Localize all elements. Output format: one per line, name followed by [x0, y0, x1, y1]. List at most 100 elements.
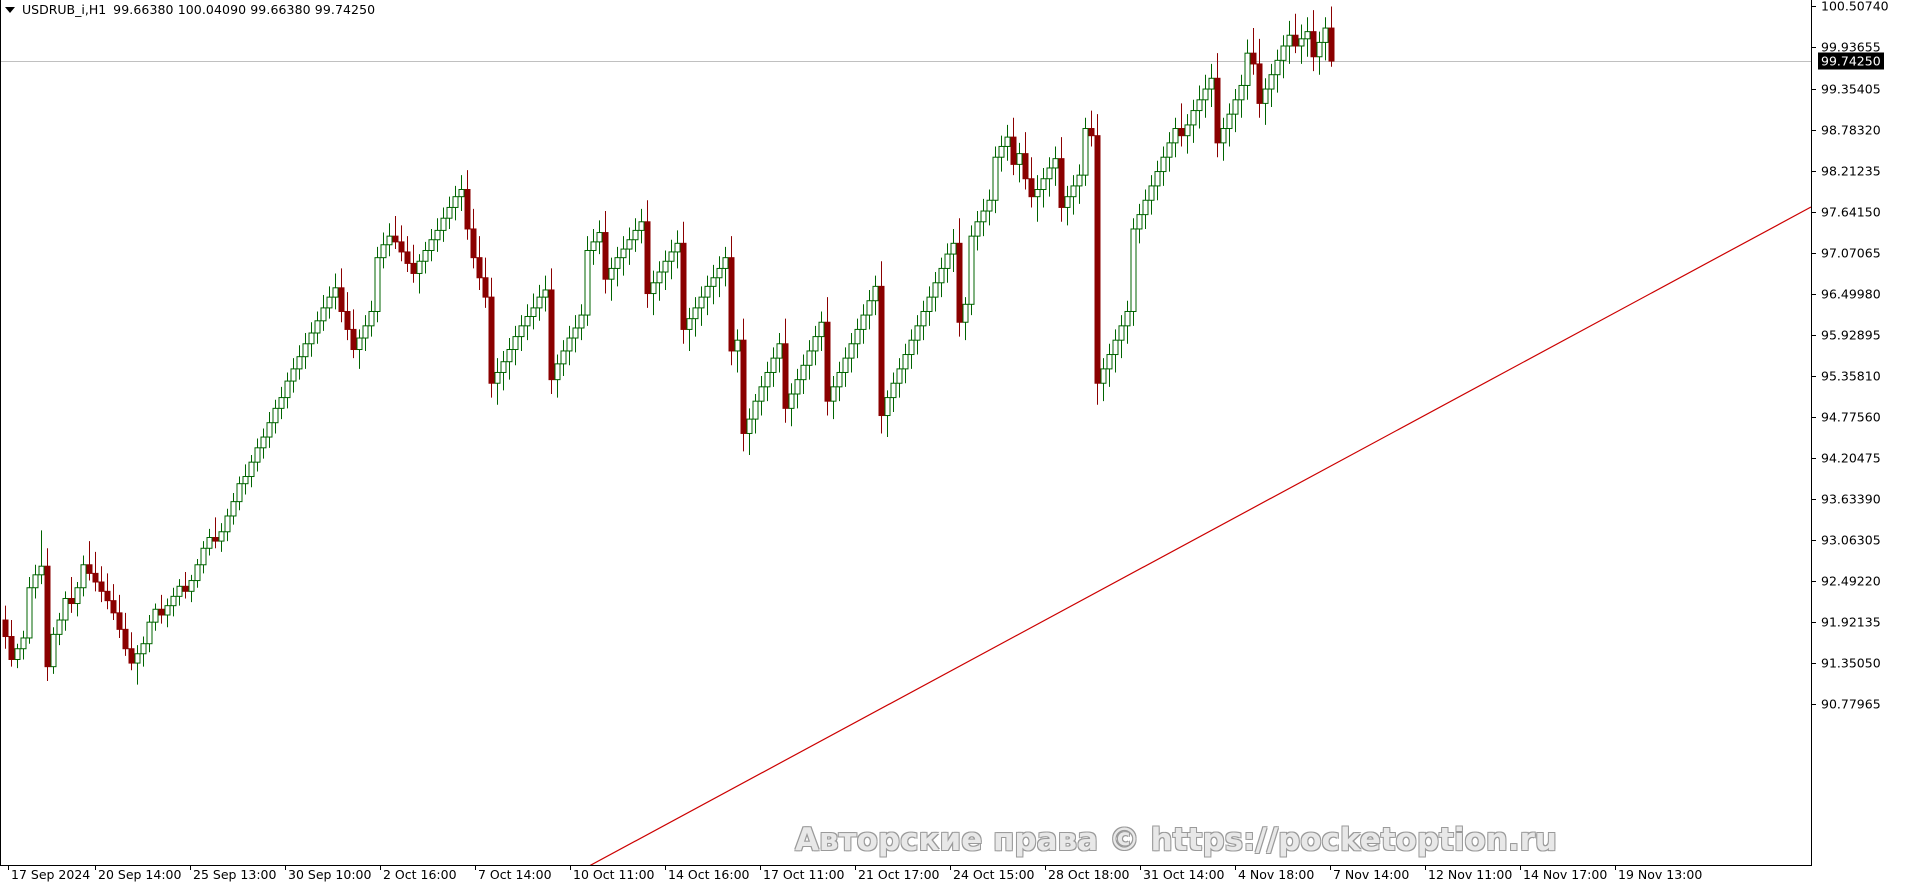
- candle-body: [368, 310, 375, 327]
- candle-body: [548, 289, 555, 381]
- candle-body: [680, 242, 687, 330]
- candle-body: [1142, 199, 1149, 216]
- candle-body: [716, 267, 723, 279]
- price-tick-label: 98.78320: [1821, 122, 1881, 138]
- candle-body: [326, 296, 333, 309]
- candle-body: [1052, 158, 1059, 169]
- price-tick: [1812, 704, 1816, 705]
- candle-body: [410, 262, 417, 274]
- candle-body: [842, 357, 849, 373]
- candle-body: [692, 307, 699, 320]
- candle-body: [944, 253, 951, 269]
- candle-body: [620, 248, 627, 259]
- candle-body: [734, 339, 741, 352]
- candle-body: [1058, 158, 1065, 208]
- candle-body: [1034, 189, 1041, 198]
- candle-body: [686, 318, 693, 330]
- candle-body: [602, 232, 609, 280]
- candle-body: [146, 621, 153, 645]
- candle-body: [1292, 34, 1299, 47]
- candle-body: [1316, 41, 1323, 58]
- candle-body: [206, 537, 213, 549]
- candle-body: [908, 339, 915, 356]
- candle-body: [626, 239, 633, 250]
- axis-left-border: [0, 0, 1, 866]
- time-tick-label: 24 Oct 15:00: [953, 867, 1035, 882]
- candle-body: [578, 314, 585, 329]
- candle-body: [662, 260, 669, 273]
- candle-body: [470, 228, 477, 259]
- candle-body: [452, 196, 459, 208]
- candle-body: [116, 612, 123, 630]
- time-tick-label: 10 Oct 11:00: [573, 867, 655, 882]
- time-tick-label: 19 Nov 13:00: [1618, 867, 1703, 882]
- price-tick-label: 90.77965: [1821, 696, 1881, 712]
- time-tick: [475, 866, 476, 870]
- candle-body: [350, 328, 357, 351]
- price-tick-label: 96.49980: [1821, 286, 1881, 302]
- candle-body: [134, 653, 141, 664]
- candle-body: [614, 257, 621, 269]
- candle-body: [200, 547, 207, 566]
- candle-body: [458, 189, 465, 198]
- candle-body: [32, 574, 39, 589]
- price-tick-label: 93.06305: [1821, 532, 1881, 548]
- candle-body: [308, 332, 315, 345]
- candle-body: [980, 210, 987, 223]
- candle-body: [896, 368, 903, 384]
- candle-body: [1016, 153, 1023, 165]
- price-tick-label: 92.49220: [1821, 573, 1881, 589]
- price-tick-label: 93.63390: [1821, 491, 1881, 507]
- candle-body: [1262, 88, 1269, 104]
- ascending-trendline[interactable]: [578, 206, 1812, 866]
- candle-body: [86, 564, 93, 574]
- candle-body: [752, 400, 759, 420]
- candle-body: [152, 608, 159, 623]
- candle-body: [140, 643, 147, 655]
- price-tick: [1812, 458, 1816, 459]
- candle-body: [1298, 38, 1305, 47]
- candle-body: [758, 386, 765, 402]
- candle-body: [1040, 178, 1047, 191]
- axis-right-border: [1811, 0, 1812, 866]
- candle-body: [446, 206, 453, 219]
- candle-body: [158, 608, 165, 616]
- candle-body: [710, 277, 717, 287]
- candle-body: [68, 597, 75, 605]
- candle-body: [1154, 171, 1161, 187]
- price-tick: [1812, 171, 1816, 172]
- candle-body: [1160, 156, 1167, 173]
- candle-body: [1064, 196, 1071, 208]
- candle-body: [998, 145, 1005, 158]
- candle-body: [434, 229, 441, 241]
- candle-body: [170, 595, 177, 607]
- chart-plot-area[interactable]: [0, 0, 1812, 866]
- candle-body: [338, 287, 345, 312]
- candle-body: [1238, 84, 1245, 101]
- candle-body: [1286, 34, 1293, 47]
- triangle-down-icon[interactable]: [5, 6, 15, 13]
- time-scale[interactable]: 17 Sep 2024 20 Sep 14:00 25 Sep 13:00 30 Se…: [0, 866, 1812, 884]
- candle-body: [344, 310, 351, 330]
- candle-body: [1088, 128, 1095, 137]
- time-tick: [1615, 866, 1616, 870]
- candle-body: [1082, 128, 1089, 176]
- candle-body: [56, 619, 63, 635]
- price-scale[interactable]: 100.50740 99.93655 99.35405 98.78320 98.2123…: [1812, 0, 1916, 884]
- candle-body: [806, 350, 813, 366]
- time-tick: [950, 866, 951, 870]
- candle-body: [476, 257, 483, 279]
- candle-body: [800, 364, 807, 381]
- time-tick: [1330, 866, 1331, 870]
- candle-body: [854, 328, 861, 345]
- candle-body: [122, 628, 129, 650]
- candle-body: [1172, 128, 1179, 144]
- candle-body: [776, 343, 783, 359]
- candle-body: [1070, 185, 1077, 198]
- candle-body: [572, 327, 579, 339]
- candle-body: [812, 336, 819, 352]
- trendline-overlay[interactable]: [0, 0, 1812, 866]
- candle-body: [278, 397, 285, 409]
- candle-body: [182, 585, 189, 592]
